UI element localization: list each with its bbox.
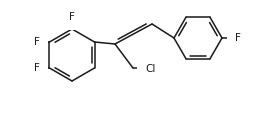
- Text: F: F: [69, 12, 75, 22]
- Text: F: F: [34, 37, 39, 47]
- Text: F: F: [34, 63, 39, 73]
- Text: F: F: [235, 33, 241, 43]
- Text: Cl: Cl: [145, 64, 155, 74]
